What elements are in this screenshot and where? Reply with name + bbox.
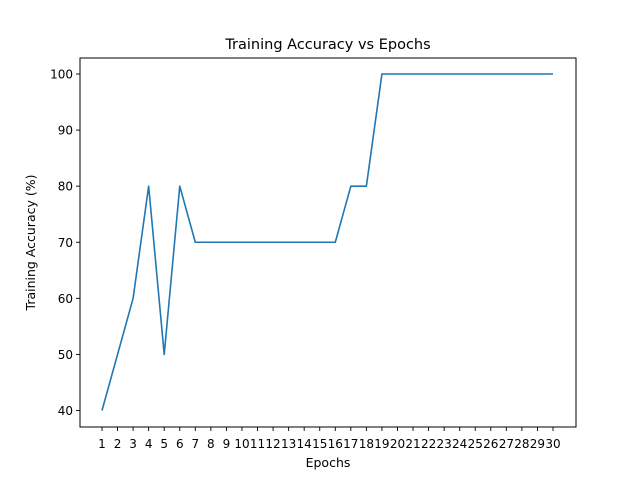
x-tick-label: 22 <box>421 437 436 451</box>
y-tick-label: 90 <box>58 124 73 138</box>
y-axis-label: Training Accuracy (%) <box>23 175 38 312</box>
y-tick-label: 100 <box>50 68 73 82</box>
x-tick-label: 1 <box>98 437 106 451</box>
x-tick-label: 13 <box>281 437 296 451</box>
x-tick-label: 11 <box>250 437 265 451</box>
x-tick-label: 26 <box>483 437 498 451</box>
x-tick-label: 9 <box>223 437 231 451</box>
x-tick-label: 21 <box>405 437 420 451</box>
y-tick-label: 50 <box>58 348 73 362</box>
x-axis: 1 2 3 4 5 6 7 8 9 10 11 12 13 14 15 16 17 18 19 20 21 22 23 24 2… <box>98 427 561 451</box>
x-tick-label: 20 <box>390 437 405 451</box>
x-tick-label: 8 <box>207 437 215 451</box>
x-tick-label: 7 <box>191 437 199 451</box>
x-tick-label: 28 <box>514 437 529 451</box>
x-tick-label: 14 <box>297 437 312 451</box>
y-tick-label: 70 <box>58 236 73 250</box>
x-tick-label: 23 <box>436 437 451 451</box>
x-tick-label: 5 <box>160 437 168 451</box>
chart-title: Training Accuracy vs Epochs <box>224 37 430 53</box>
x-tick-label: 19 <box>374 437 389 451</box>
x-tick-label: 17 <box>343 437 358 451</box>
x-tick-label: 2 <box>114 437 122 451</box>
y-tick-label: 40 <box>58 404 73 418</box>
y-tick-label: 60 <box>58 292 73 306</box>
x-tick-label: 15 <box>312 437 327 451</box>
x-tick-label: 24 <box>452 437 467 451</box>
x-tick-label: 6 <box>176 437 184 451</box>
x-axis-label: Epochs <box>306 455 351 470</box>
x-tick-label: 12 <box>265 437 280 451</box>
x-tick-label: 25 <box>468 437 483 451</box>
x-tick-label: 4 <box>145 437 153 451</box>
x-tick-label: 16 <box>328 437 343 451</box>
x-tick-label: 27 <box>499 437 514 451</box>
x-tick-label: 29 <box>530 437 545 451</box>
x-tick-label: 3 <box>129 437 137 451</box>
x-tick-label: 10 <box>234 437 249 451</box>
y-axis: 40 50 60 70 80 90 100 <box>50 68 80 418</box>
x-tick-label: 30 <box>545 437 560 451</box>
x-tick-label: 18 <box>359 437 374 451</box>
y-tick-label: 80 <box>58 180 73 194</box>
series-line-training-accuracy <box>101 73 553 411</box>
